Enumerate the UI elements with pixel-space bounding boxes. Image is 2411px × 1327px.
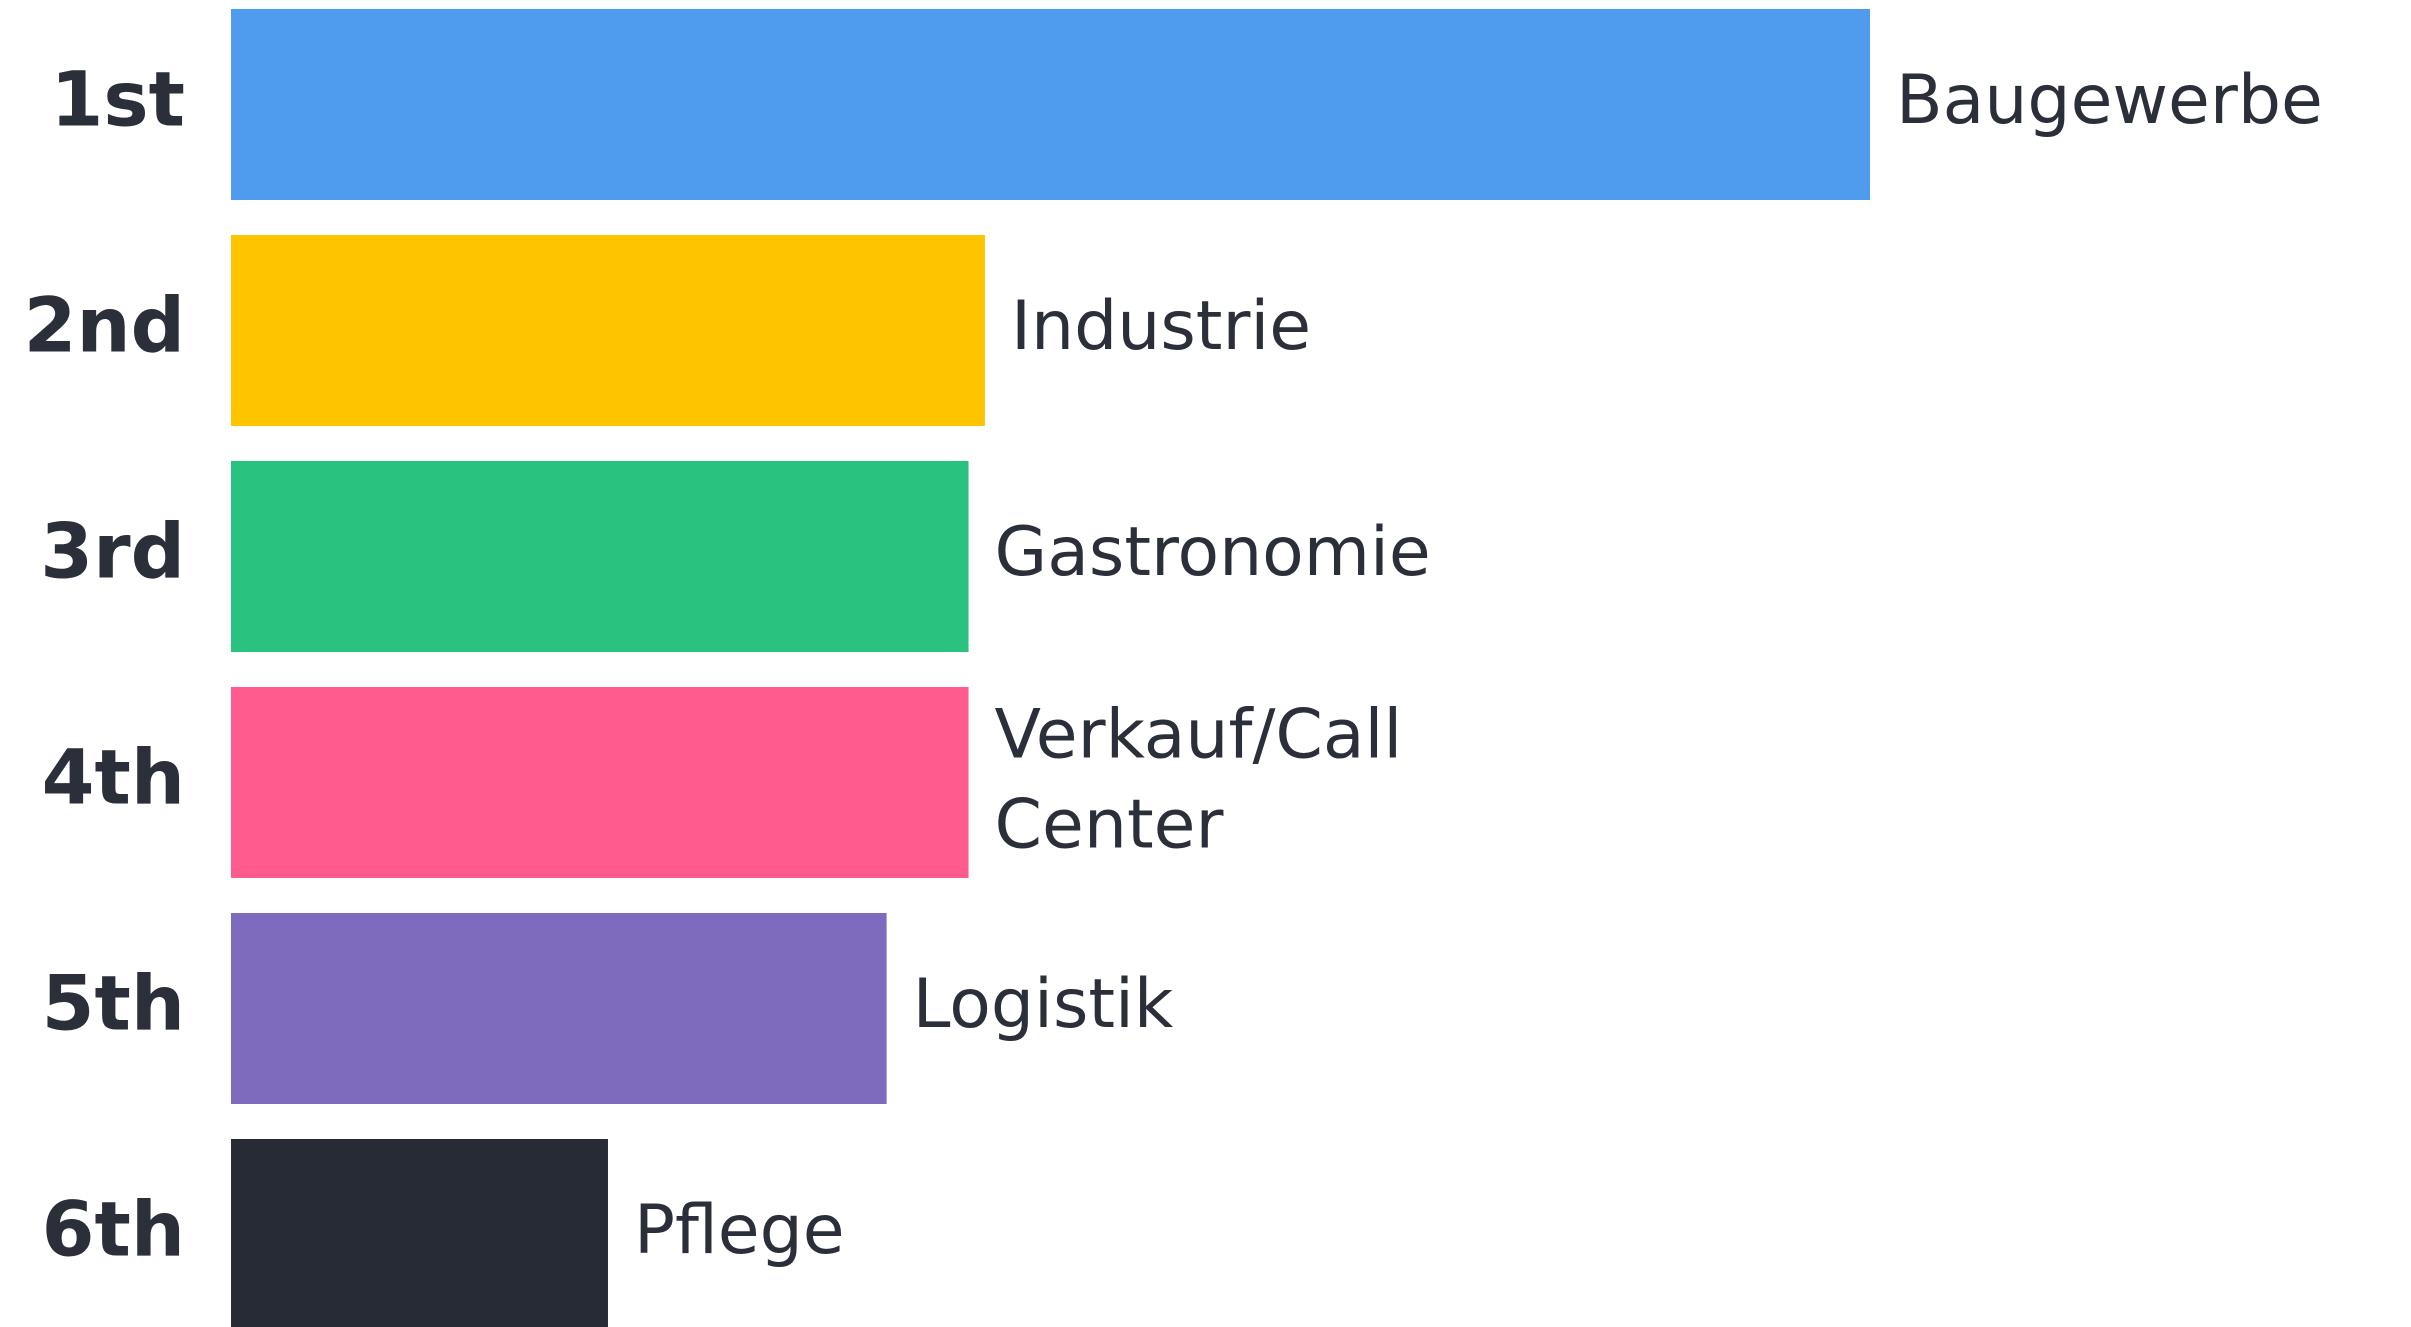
rank-label: 1st	[51, 54, 185, 143]
bar-label: Baugewerbe	[1896, 61, 2323, 140]
bar-label: Pflege	[634, 1191, 845, 1270]
bar	[231, 687, 969, 878]
bar	[231, 1139, 608, 1327]
bar	[231, 461, 969, 652]
bar	[231, 9, 1870, 200]
rank-label: 6th	[42, 1184, 185, 1273]
rank-label: 2nd	[24, 280, 185, 369]
bar-label: Verkauf/Call Center	[995, 695, 1424, 864]
bar	[231, 235, 985, 426]
bar-label: Gastronomie	[995, 513, 1431, 592]
bar	[231, 913, 887, 1104]
bar-label: Industrie	[1011, 287, 1311, 366]
rank-label: 4th	[42, 732, 185, 821]
bar-label: Logistik	[913, 965, 1174, 1044]
rank-label: 5th	[42, 958, 185, 1047]
rank-label: 3rd	[40, 506, 185, 595]
